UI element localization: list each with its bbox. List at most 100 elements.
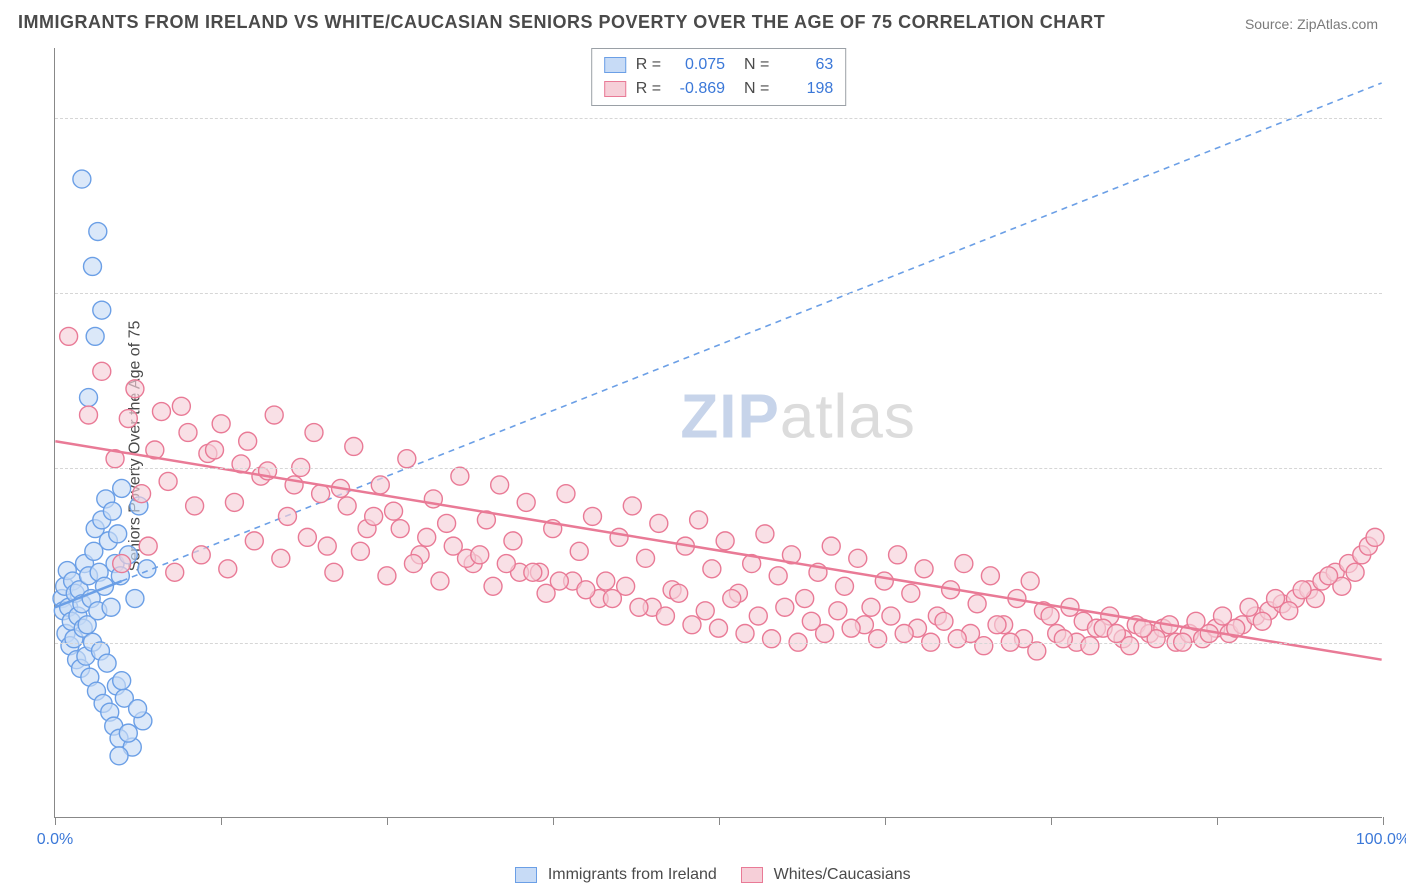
- xtick-label-left: 0.0%: [37, 831, 73, 849]
- data-point: [968, 595, 986, 613]
- data-point: [73, 170, 91, 188]
- data-point: [225, 493, 243, 511]
- data-point: [391, 520, 409, 538]
- data-point: [491, 476, 509, 494]
- data-point: [869, 630, 887, 648]
- data-point: [129, 700, 147, 718]
- stat-r-label: R =: [636, 77, 661, 101]
- data-point: [113, 555, 131, 573]
- data-point: [404, 555, 422, 573]
- xtick: [387, 817, 388, 825]
- data-point: [206, 441, 224, 459]
- trend-line-dashed: [122, 83, 1382, 581]
- data-point: [816, 625, 834, 643]
- data-point: [451, 467, 469, 485]
- data-point: [186, 497, 204, 515]
- data-point: [1054, 630, 1072, 648]
- data-point: [1081, 637, 1099, 655]
- data-point: [524, 563, 542, 581]
- data-point: [902, 584, 920, 602]
- data-point: [113, 479, 131, 497]
- data-point: [637, 549, 655, 567]
- data-point: [597, 572, 615, 590]
- stat-n-label: N =: [735, 53, 769, 77]
- data-point: [86, 327, 104, 345]
- data-point: [710, 619, 728, 637]
- data-point: [1366, 528, 1384, 546]
- xtick: [719, 817, 720, 825]
- data-point: [113, 672, 131, 690]
- data-point: [60, 327, 78, 345]
- stats-row-whites: R = -0.869 N = 198: [604, 77, 834, 101]
- data-point: [683, 616, 701, 634]
- data-point: [550, 572, 568, 590]
- data-point: [98, 654, 116, 672]
- swatch-ireland-bottom: [515, 867, 537, 883]
- data-point: [93, 362, 111, 380]
- data-point: [1028, 642, 1046, 660]
- data-point: [192, 546, 210, 564]
- data-point: [371, 476, 389, 494]
- swatch-whites-bottom: [741, 867, 763, 883]
- xtick: [221, 817, 222, 825]
- xtick: [553, 817, 554, 825]
- data-point: [119, 724, 137, 742]
- data-point: [93, 301, 111, 319]
- data-point: [109, 525, 127, 543]
- swatch-ireland: [604, 57, 626, 73]
- data-point: [119, 410, 137, 428]
- data-point: [703, 560, 721, 578]
- data-point: [670, 584, 688, 602]
- data-point: [152, 403, 170, 421]
- data-point: [842, 619, 860, 637]
- data-point: [736, 625, 754, 643]
- data-point: [103, 502, 121, 520]
- data-point: [365, 507, 383, 525]
- stat-r-whites: -0.869: [671, 77, 725, 101]
- data-point: [139, 537, 157, 555]
- data-point: [889, 546, 907, 564]
- data-point: [630, 598, 648, 616]
- data-point: [603, 590, 621, 608]
- data-point: [650, 514, 668, 532]
- data-point: [696, 602, 714, 620]
- data-point: [102, 598, 120, 616]
- data-point: [245, 532, 263, 550]
- ytick-label: 10.0%: [1392, 634, 1406, 652]
- data-point: [623, 497, 641, 515]
- data-point: [133, 485, 151, 503]
- chart-svg: [55, 48, 1382, 817]
- data-point: [385, 502, 403, 520]
- data-point: [278, 507, 296, 525]
- data-point: [126, 380, 144, 398]
- data-point: [179, 424, 197, 442]
- stat-n-whites: 198: [779, 77, 833, 101]
- data-point: [265, 406, 283, 424]
- data-point: [298, 528, 316, 546]
- data-point: [862, 598, 880, 616]
- data-point: [84, 257, 102, 275]
- xtick: [1383, 817, 1384, 825]
- data-point: [1021, 572, 1039, 590]
- data-point: [166, 563, 184, 581]
- data-point: [849, 549, 867, 567]
- data-point: [398, 450, 416, 468]
- data-point: [875, 572, 893, 590]
- gridline: [55, 468, 1382, 469]
- data-point: [756, 525, 774, 543]
- data-point: [219, 560, 237, 578]
- data-point: [1293, 581, 1311, 599]
- data-point: [212, 415, 230, 433]
- data-point: [895, 625, 913, 643]
- data-point: [882, 607, 900, 625]
- legend-label-whites: Whites/Caucasians: [774, 866, 911, 883]
- chart-title: IMMIGRANTS FROM IRELAND VS WHITE/CAUCASI…: [18, 12, 1105, 33]
- data-point: [723, 590, 741, 608]
- data-point: [1267, 590, 1285, 608]
- data-point: [484, 577, 502, 595]
- data-point: [345, 437, 363, 455]
- data-point: [829, 602, 847, 620]
- data-point: [584, 507, 602, 525]
- data-point: [975, 637, 993, 655]
- data-point: [1041, 607, 1059, 625]
